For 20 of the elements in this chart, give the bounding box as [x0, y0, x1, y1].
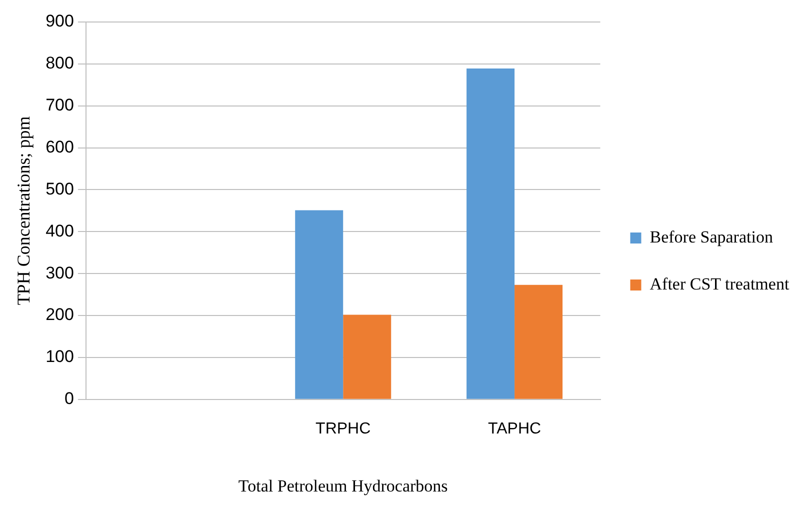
bar — [514, 284, 563, 399]
bar — [295, 210, 344, 399]
y-tick-label: 0 — [64, 389, 74, 408]
y-tick-label: 300 — [46, 263, 74, 282]
y-axis-title: TPH Concentrations; ppm — [14, 116, 34, 306]
x-tick-label: TAPHC — [488, 420, 542, 438]
y-tick-label: 500 — [46, 179, 74, 198]
y-tick-label: 100 — [46, 347, 74, 366]
y-tick-label: 900 — [46, 12, 74, 31]
legend-label: Before Saparation — [650, 227, 774, 246]
y-tick-label: 400 — [46, 221, 74, 240]
x-axis-title: Total Petroleum Hydrocarbons — [238, 476, 448, 496]
bar — [343, 314, 392, 399]
y-tick-label: 700 — [46, 96, 74, 115]
bar — [466, 68, 515, 399]
y-tick-label: 200 — [46, 305, 74, 324]
y-tick-label: 600 — [46, 137, 74, 156]
legend-label: After CST treatment — [650, 274, 790, 294]
x-tick-label: TRPHC — [316, 420, 371, 438]
y-tick-label: 800 — [46, 54, 74, 73]
